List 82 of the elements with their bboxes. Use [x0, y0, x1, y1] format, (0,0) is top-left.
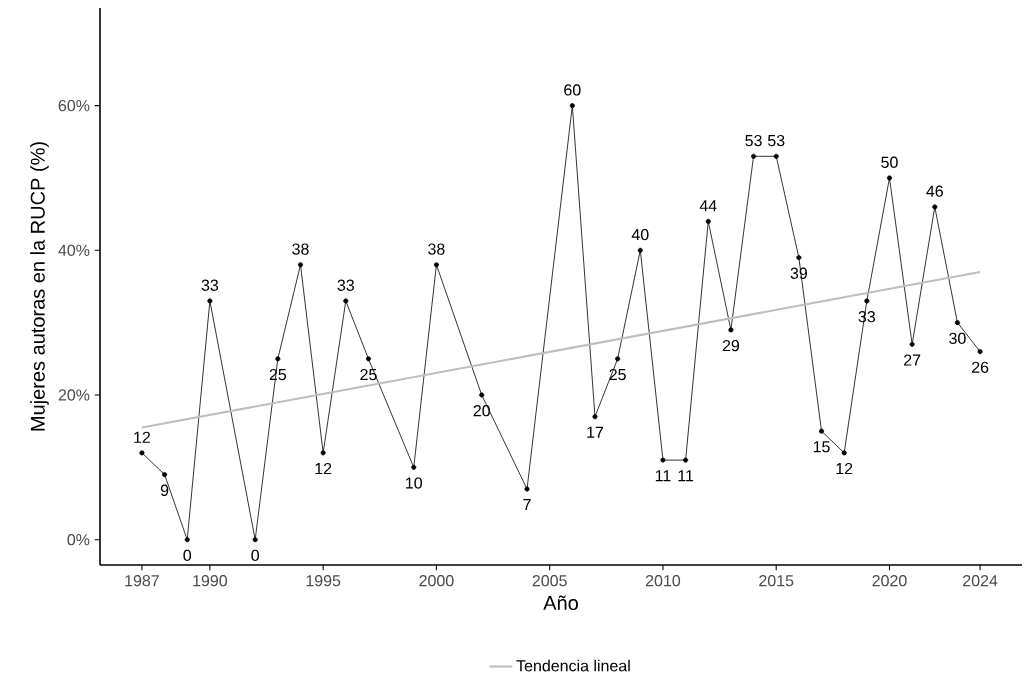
x-tick-label: 2000 [419, 575, 454, 587]
data-label: 10 [406, 477, 423, 489]
x-axis-title: Año [543, 595, 578, 611]
x-tick-label: 2020 [872, 575, 907, 587]
point [909, 341, 915, 347]
data-label: 27 [904, 354, 921, 366]
data-label: 0 [251, 549, 260, 562]
point [184, 537, 190, 543]
data-label: 33 [201, 279, 219, 291]
point [592, 414, 598, 420]
x-tick-label: 2010 [645, 575, 681, 587]
data-label: 25 [269, 368, 287, 381]
point [615, 356, 621, 362]
x-tick-label: 1990 [193, 575, 228, 587]
data-label: 0 [183, 549, 192, 562]
data-label: 53 [745, 134, 762, 147]
data-label: 25 [360, 368, 377, 381]
point [773, 153, 779, 159]
data-label: 50 [881, 156, 898, 168]
data-label: 60 [564, 84, 581, 96]
point [207, 298, 213, 304]
point [297, 262, 304, 268]
point [569, 103, 575, 109]
point [683, 457, 689, 463]
data-label: 33 [337, 279, 354, 291]
data-label: 33 [858, 311, 876, 323]
data-label: 20 [473, 405, 490, 417]
y-tick-label: 60% [58, 99, 90, 112]
data-label: 38 [428, 243, 445, 255]
point [139, 450, 145, 456]
point [728, 327, 734, 333]
point [252, 537, 258, 543]
data-label: 30 [949, 332, 966, 345]
point [365, 356, 371, 362]
x-tick-label: 1995 [306, 575, 341, 587]
data-label: 9 [160, 484, 169, 496]
y-tick-label: 40% [58, 244, 90, 256]
data-label: 29 [722, 339, 740, 352]
point [841, 450, 847, 456]
data-label: 12 [315, 462, 332, 475]
data-label: 12 [134, 431, 150, 443]
point [479, 392, 485, 398]
point [751, 153, 757, 159]
point [275, 356, 281, 362]
point [637, 247, 643, 253]
data-label: 44 [699, 200, 717, 212]
data-label: 7 [523, 499, 531, 511]
y-tick-label: 20% [58, 389, 90, 401]
data-label: 17 [587, 426, 604, 438]
y-axis-title: Mujeres autoras en la RUCP (%) [30, 142, 49, 431]
data-label: 46 [926, 185, 943, 197]
data-label: 53 [767, 134, 785, 147]
point [818, 428, 825, 434]
point [977, 349, 983, 355]
data-label: 12 [836, 462, 853, 475]
y-tick-label: 0% [67, 534, 90, 546]
x-tick-label: 2005 [532, 575, 567, 587]
data-label: 38 [292, 243, 309, 255]
x-tick-label: 2015 [759, 575, 794, 587]
data-label: 15 [813, 441, 830, 453]
point [162, 472, 168, 478]
point [660, 457, 666, 463]
data-label: 39 [790, 267, 807, 279]
point [864, 298, 870, 304]
data-label: 11 [678, 470, 694, 482]
data-label: 26 [971, 361, 989, 373]
point [796, 255, 802, 261]
data-label: 25 [609, 368, 626, 381]
point [886, 175, 893, 181]
data-label: 40 [631, 228, 649, 241]
point [411, 464, 417, 470]
x-tick-label: 1987 [125, 575, 159, 587]
point [320, 450, 326, 456]
point [705, 218, 711, 224]
point [932, 204, 938, 210]
data-label: 11 [655, 470, 671, 482]
x-tick-label: 2024 [963, 575, 998, 587]
point [524, 486, 530, 492]
point [954, 320, 960, 326]
legend-label: Tendencia lineal [516, 659, 630, 672]
point [433, 262, 439, 268]
point [343, 298, 349, 304]
